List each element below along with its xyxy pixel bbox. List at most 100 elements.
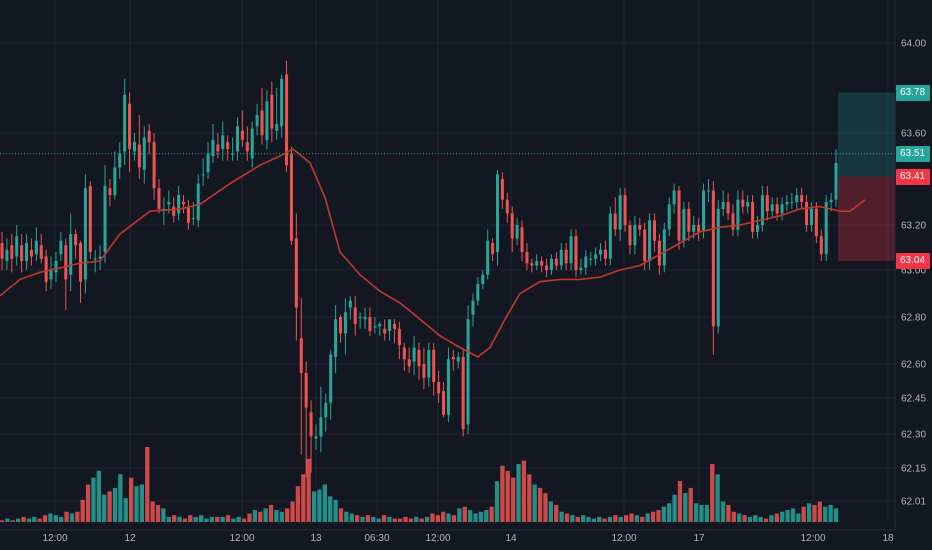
time-tick-label: 06:30 <box>364 533 389 544</box>
candle-body <box>466 319 470 425</box>
volume-bar <box>435 515 440 522</box>
candle-body <box>338 317 343 334</box>
volume-bar <box>295 486 301 522</box>
candle-body <box>687 208 691 232</box>
candle-body <box>216 144 220 152</box>
candle-body <box>461 356 465 430</box>
volume-bar <box>69 513 75 522</box>
volume-bar <box>91 477 96 522</box>
volume-bar <box>505 470 510 522</box>
volume-bar <box>688 487 693 522</box>
candle-body <box>549 258 553 270</box>
volume-bar <box>462 506 467 522</box>
volume-bar <box>322 484 327 522</box>
volume-bar <box>112 487 118 522</box>
candle-body <box>427 349 431 378</box>
time-tick-label: 13 <box>310 533 322 544</box>
volume-bar <box>527 474 532 522</box>
chart-grid <box>0 0 895 522</box>
volume-bar <box>344 511 349 522</box>
volume-bar <box>387 516 392 522</box>
candle-body <box>491 243 495 255</box>
volume-bar <box>683 493 688 522</box>
volume-bar <box>32 516 37 522</box>
volume-bar <box>554 504 559 522</box>
candle-body <box>260 110 264 136</box>
candle-body <box>181 202 186 205</box>
time-tick-label: 18 <box>882 533 894 544</box>
candle-body <box>692 225 696 232</box>
volume-bar <box>430 513 435 522</box>
volume-bar <box>80 499 85 522</box>
volume-bar <box>408 518 414 522</box>
volume-bar <box>365 515 371 522</box>
candle-body <box>98 256 102 259</box>
candle-body <box>564 249 568 264</box>
candle-body <box>746 202 750 207</box>
volume-bar <box>166 516 171 522</box>
candle-body <box>702 190 706 232</box>
candle-body <box>711 190 715 327</box>
volume-bar <box>118 474 123 522</box>
candle-body <box>819 236 823 255</box>
price-axis[interactable]: 64.00 63.60 63.20 63.00 62.80 62.60 62.45 62.30… <box>894 0 932 550</box>
volume-bar <box>564 513 570 522</box>
candle-body <box>211 139 215 156</box>
time-tick-label: 17 <box>693 533 705 544</box>
candle-body <box>554 258 558 266</box>
volume-bar <box>796 513 801 522</box>
candle-body <box>304 373 308 408</box>
price-tick-label: 64.00 <box>901 39 926 50</box>
candle-body <box>476 284 480 301</box>
candle-body <box>481 274 485 285</box>
volume-bar <box>274 510 279 522</box>
candle-body <box>285 74 289 166</box>
volume-bar <box>177 516 182 522</box>
volume-bar <box>645 513 650 522</box>
volume-bar <box>252 510 258 522</box>
volume-bar <box>5 518 10 522</box>
volume-bar <box>37 518 42 522</box>
time-tick-label: 12:00 <box>800 533 825 544</box>
volume-bar <box>640 516 645 522</box>
candle-body <box>5 249 9 261</box>
volume-bar <box>607 516 613 522</box>
volume-bar <box>543 493 548 522</box>
candle-body <box>177 195 181 214</box>
position-boxes <box>838 92 895 261</box>
volume-bar <box>457 508 462 522</box>
volume-bar <box>731 511 736 522</box>
candle-body <box>456 356 460 362</box>
candle-body <box>329 354 333 403</box>
candle-body <box>348 300 352 308</box>
volume-bar <box>747 516 753 522</box>
candle-body <box>657 240 661 266</box>
candle-body <box>49 270 53 280</box>
candle-body <box>677 190 681 241</box>
candle-body <box>334 319 338 357</box>
time-tick-label: 12:00 <box>42 533 67 544</box>
volume-bar <box>247 513 252 522</box>
volume-bar <box>602 518 607 522</box>
candle-body <box>790 202 794 203</box>
price-tick-label: 62.01 <box>901 497 926 508</box>
candle-body <box>530 263 534 266</box>
volume-bar <box>134 486 139 522</box>
candle-body <box>770 204 774 212</box>
current-price-tag: 63.51 <box>896 145 930 162</box>
volume-bar <box>516 464 521 522</box>
volume-bar <box>790 508 796 522</box>
candle-body <box>535 261 539 266</box>
time-tick-label: 12:00 <box>611 533 636 544</box>
volume-bar <box>597 516 602 522</box>
volume-bar <box>774 513 779 522</box>
volume-bar <box>96 470 102 522</box>
stop-price-tag: 63.04 <box>896 253 930 269</box>
candle-body <box>579 267 583 270</box>
candle-body <box>157 188 161 209</box>
time-axis[interactable]: 12:00 12 12:00 13 06:30 12:00 14 12:00 17 12:00 18 <box>0 529 895 544</box>
candle-body <box>451 356 455 360</box>
volume-bar <box>828 504 833 522</box>
candle-body <box>751 202 755 232</box>
